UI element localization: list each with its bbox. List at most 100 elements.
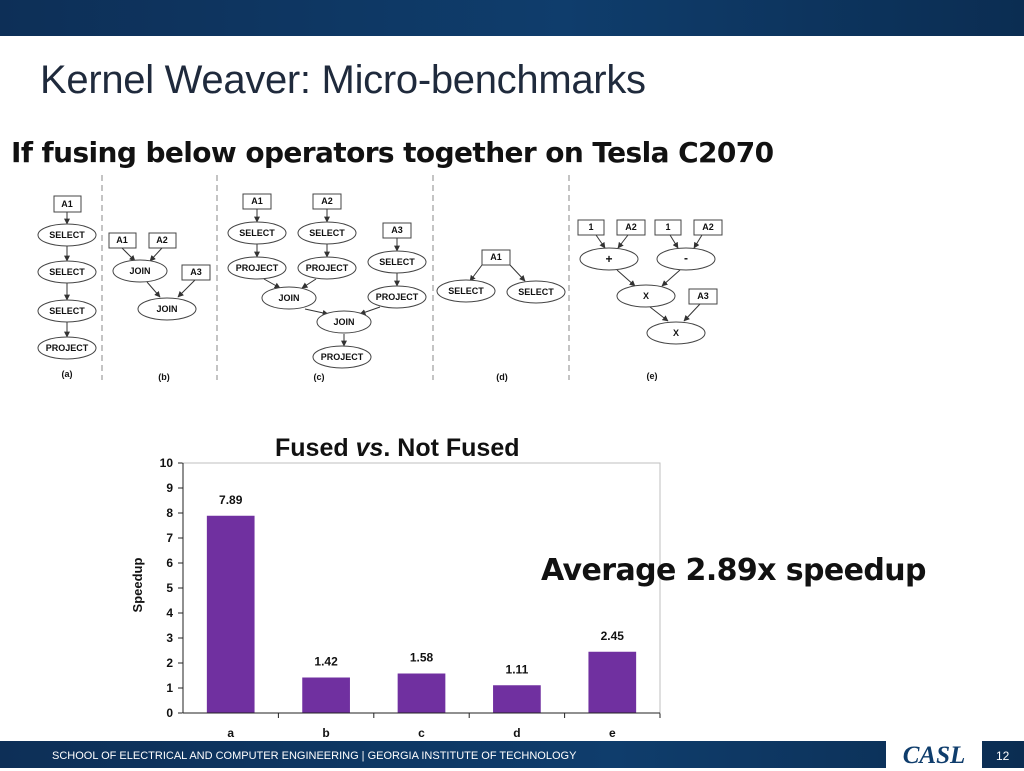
operator-node <box>227 256 287 280</box>
operator-node <box>367 250 427 274</box>
operator-node <box>579 247 639 271</box>
input-box <box>108 232 137 249</box>
node-label: A3 <box>190 267 202 277</box>
operator-node <box>37 299 97 323</box>
node-label: PROJECT <box>46 343 89 353</box>
operator-node <box>37 336 97 360</box>
y-tick-label: 8 <box>166 506 173 520</box>
operator-node <box>297 221 357 245</box>
y-tick-label: 4 <box>166 606 173 620</box>
data-label: 1.42 <box>314 655 338 669</box>
x-tick-label: d <box>513 726 520 740</box>
bar-a <box>206 515 255 713</box>
operator-node <box>37 260 97 284</box>
x-tick-label: b <box>322 726 329 740</box>
diagram-caption: (b) <box>158 372 170 382</box>
operator-node <box>227 221 287 245</box>
chart-title: Fused vs. Not Fused <box>275 434 520 463</box>
bar-c <box>397 673 446 713</box>
input-box <box>382 222 412 239</box>
y-tick-label: 9 <box>166 481 173 495</box>
data-label: 2.45 <box>601 629 625 643</box>
y-tick-label: 5 <box>166 581 173 595</box>
node-label: A3 <box>391 225 403 235</box>
operator-node <box>436 279 496 303</box>
input-box <box>53 195 82 213</box>
input-box <box>654 219 682 236</box>
node-label: PROJECT <box>236 263 279 273</box>
average-speedup-note: Average 2.89x speedup <box>541 553 927 588</box>
input-box <box>242 193 272 210</box>
bar-b <box>302 677 350 713</box>
operator-node <box>506 280 566 304</box>
operator-node <box>297 256 357 280</box>
node-label: X <box>673 328 679 338</box>
node-label: A3 <box>697 291 709 301</box>
node-label: A1 <box>61 199 73 209</box>
slide-title: Kernel Weaver: Micro-benchmarks <box>40 58 646 102</box>
operator-node <box>137 297 197 321</box>
node-label: SELECT <box>309 228 345 238</box>
diagram-caption: (a) <box>62 369 73 379</box>
node-label: SELECT <box>379 257 415 267</box>
input-box <box>577 219 605 236</box>
diagram-caption: (d) <box>496 372 508 382</box>
bar-d <box>493 685 541 713</box>
node-label: A2 <box>321 196 333 206</box>
y-tick-label: 3 <box>166 631 173 645</box>
slide-subtitle: If fusing below operators together on Te… <box>11 136 774 169</box>
header-bar <box>0 0 1024 36</box>
footer-text: SCHOOL OF ELECTRICAL AND COMPUTER ENGINE… <box>52 750 577 762</box>
operator-node <box>261 286 317 310</box>
node-label: A1 <box>116 235 128 245</box>
input-box <box>312 193 342 210</box>
diagram-caption: (e) <box>647 371 658 381</box>
input-box <box>181 264 211 281</box>
node-label: SELECT <box>448 286 484 296</box>
operator-node <box>37 223 97 247</box>
node-label: JOIN <box>156 304 177 314</box>
node-label: 1 <box>665 222 670 232</box>
node-label: PROJECT <box>376 292 419 302</box>
node-label: - <box>684 251 688 265</box>
x-tick-label: c <box>418 726 425 740</box>
y-axis-label: Speedup <box>130 557 145 612</box>
operator-node <box>112 259 168 283</box>
node-label: A1 <box>490 252 502 262</box>
node-label: + <box>605 252 612 266</box>
chart-title-prefix: Fused <box>275 434 356 462</box>
node-label: PROJECT <box>321 352 364 362</box>
input-box <box>688 288 718 305</box>
node-label: SELECT <box>518 287 554 297</box>
node-label: X <box>643 291 649 301</box>
chart-title-suffix: . Not Fused <box>383 434 520 462</box>
page-number: 12 <box>996 749 1010 763</box>
operator-node <box>646 321 706 345</box>
operator-diagrams: A1 SELECT SELECT SELECT PROJECT (a) A1 A… <box>37 175 723 382</box>
input-box <box>148 232 177 249</box>
node-label: 1 <box>588 222 593 232</box>
node-label: JOIN <box>333 317 354 327</box>
operator-node <box>656 247 716 271</box>
chart-title-vs: vs <box>355 434 384 462</box>
input-box <box>616 219 646 236</box>
node-label: JOIN <box>129 266 150 276</box>
data-label: 7.89 <box>219 493 243 507</box>
operator-node <box>316 310 372 334</box>
node-label: A1 <box>251 196 263 206</box>
input-box <box>693 219 723 236</box>
node-label: PROJECT <box>306 263 349 273</box>
node-label: SELECT <box>49 267 85 277</box>
y-tick-label: 0 <box>166 706 173 720</box>
x-tick-label: e <box>609 726 616 740</box>
node-label: SELECT <box>239 228 275 238</box>
input-box <box>481 249 511 266</box>
footer-bar: SCHOOL OF ELECTRICAL AND COMPUTER ENGINE… <box>0 741 1024 769</box>
node-label: A2 <box>625 222 637 232</box>
operator-node <box>312 345 372 369</box>
data-label: 1.11 <box>506 662 529 676</box>
x-tick-label: a <box>227 726 234 740</box>
y-tick-label: 6 <box>166 556 173 570</box>
y-tick-label: 2 <box>166 656 173 670</box>
